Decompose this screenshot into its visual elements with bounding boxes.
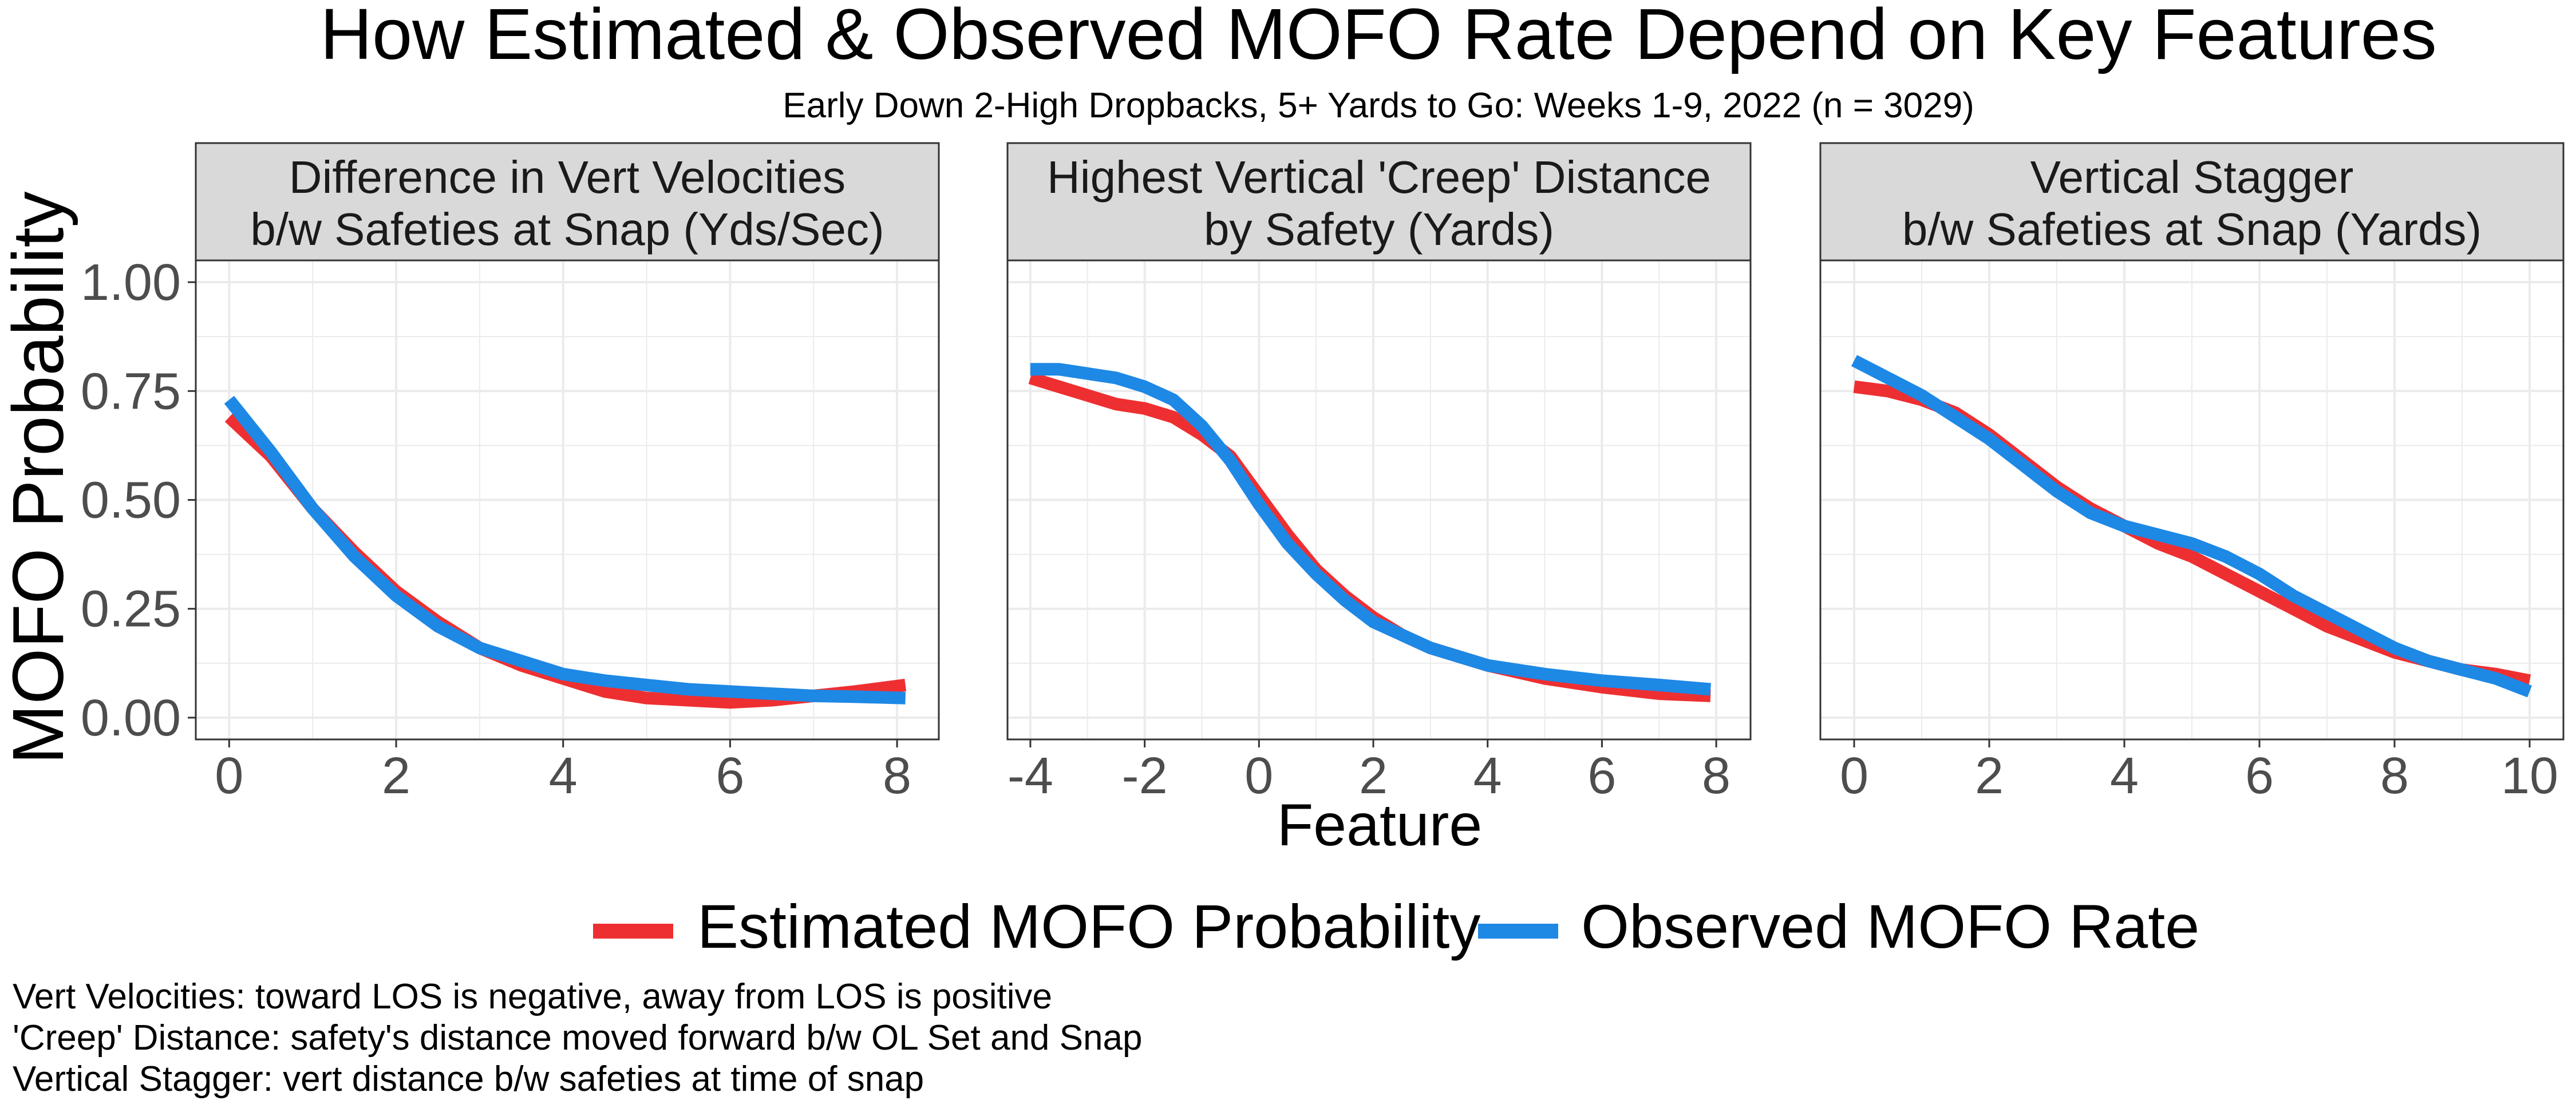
facet-strip (1819, 142, 2565, 262)
x-tick-label: 2 (1359, 747, 1388, 805)
y-axis-label: MOFO Probability (0, 191, 78, 764)
facet-strip-label: b/w Safeties at Snap (Yards) (1902, 204, 2482, 255)
x-tick-label: 0 (1840, 747, 1868, 805)
x-tick-label: 6 (2245, 747, 2274, 805)
x-tick-label: 2 (382, 747, 410, 805)
x-tick-label: -2 (1122, 747, 1168, 805)
caption-line-2: 'Creep' Distance: safety's distance move… (13, 1018, 1142, 1058)
facet-strip-label: b/w Safeties at Snap (Yds/Sec) (250, 204, 884, 255)
y-tick-label: 0.50 (81, 472, 181, 529)
y-tick-label: 0.25 (81, 581, 181, 638)
x-tick-label: 0 (215, 747, 243, 805)
facet-strip-label: Vertical Stagger (2030, 152, 2354, 203)
x-axis-label: Feature (1277, 792, 1482, 858)
chart-subtitle: Early Down 2-High Dropbacks, 5+ Yards to… (783, 86, 1974, 125)
legend-label-estimated: Estimated MOFO Probability (697, 892, 1480, 961)
legend-label-observed: Observed MOFO Rate (1581, 892, 2199, 961)
facet-strip-label: by Safety (Yards) (1204, 204, 1554, 255)
x-tick-label: 0 (1244, 747, 1273, 805)
observed-series-line (1851, 355, 2532, 698)
x-tick-label: 2 (1975, 747, 2004, 805)
caption-line-1: Vert Velocities: toward LOS is negative,… (13, 977, 1052, 1016)
x-tick-label: 8 (1702, 747, 1730, 805)
legend: Estimated MOFO Probability Observed MOFO… (593, 892, 2199, 961)
x-tick-label: 6 (716, 747, 744, 805)
x-tick-label: 4 (2110, 747, 2139, 805)
x-tick-label: -4 (1008, 747, 1053, 805)
facet-strip (1006, 142, 1752, 262)
x-tick-label: 10 (2501, 747, 2558, 805)
observed-series-line (224, 395, 906, 705)
caption-line-3: Vertical Stagger: vert distance b/w safe… (13, 1059, 924, 1099)
x-tick-label: 4 (549, 747, 578, 805)
x-tick-label: 8 (2380, 747, 2409, 805)
facet-strip (195, 142, 940, 262)
x-tick-label: 6 (1587, 747, 1616, 805)
y-tick-label: 0.00 (81, 690, 181, 747)
y-tick-label: 1.00 (81, 254, 181, 311)
panel-border (1819, 259, 2565, 741)
facet-strip-label: Difference in Vert Velocities (289, 152, 846, 203)
facet-strip-label: Highest Vertical 'Creep' Distance (1047, 152, 1711, 203)
chart-title: How Estimated & Observed MOFO Rate Depen… (320, 0, 2437, 74)
caption: Vert Velocities: toward LOS is negative,… (13, 977, 1142, 1099)
panel-border (1006, 259, 1752, 741)
y-tick-label: 0.75 (81, 363, 181, 420)
observed-series-line (1030, 363, 1712, 696)
x-tick-label: 4 (1473, 747, 1502, 805)
x-tick-label: 8 (883, 747, 911, 805)
